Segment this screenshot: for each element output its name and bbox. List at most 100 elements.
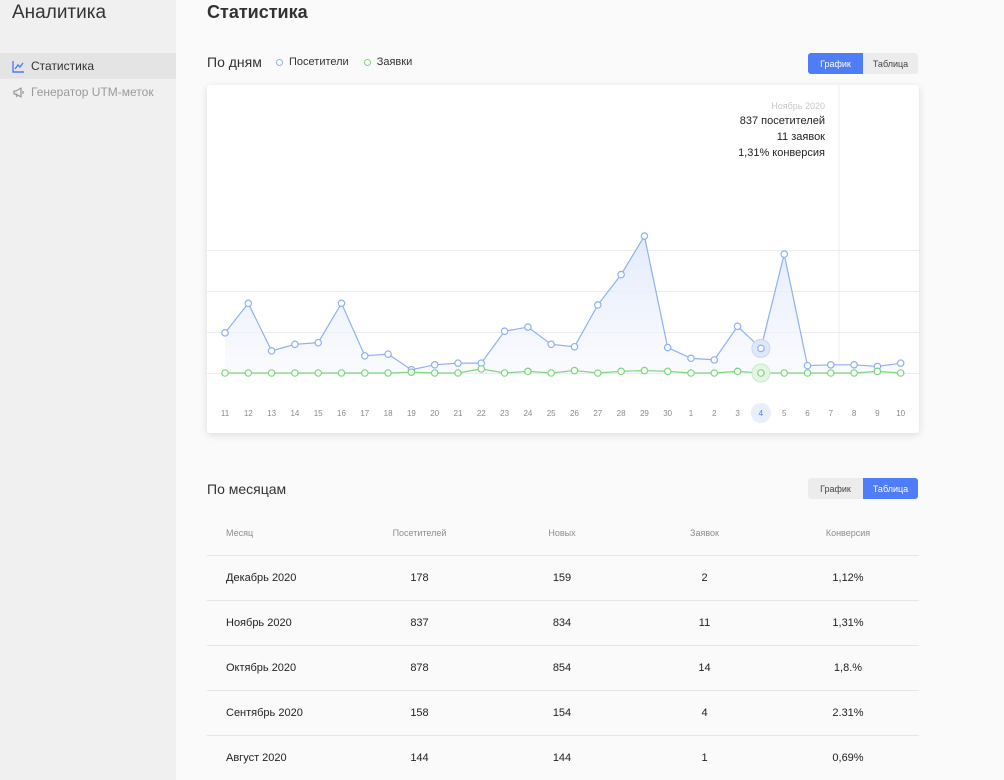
leads-point [826, 369, 835, 377]
x-tick-label: 8 [852, 409, 857, 418]
cell-leads: 4 [701, 707, 708, 719]
legend-label: Посетители [289, 56, 349, 68]
x-tick-label: 29 [640, 409, 649, 418]
x-tick-label: 3 [735, 409, 740, 418]
cell-visitors: 178 [410, 572, 429, 584]
visitors-point [221, 329, 229, 337]
column-header-leads[interactable]: Заявок [690, 528, 719, 538]
column-header-conversion[interactable]: Конверсия [825, 528, 871, 538]
column-header-month[interactable]: Месяц [226, 528, 254, 538]
visitors-point [314, 338, 323, 347]
daily-chart-card: 11 12 13 14 15 16 17 18 19 20 21 22 23 24 25 26 27 28 29 30… [207, 85, 919, 433]
x-tick-label: 4 [759, 409, 764, 418]
daily-view-toggle: График Таблица [808, 53, 918, 74]
x-tick-label: 12 [244, 409, 253, 418]
leads-point [850, 369, 858, 377]
monthly-table-button[interactable]: Таблица [863, 478, 918, 499]
leads-point [710, 369, 719, 377]
daily-chart-button[interactable]: График [808, 53, 863, 74]
monthly-chart-button[interactable]: График [820, 483, 851, 494]
leads-point [593, 369, 602, 377]
legend-marker-leads [363, 58, 371, 66]
cell-leads: 2 [701, 572, 708, 584]
table-row[interactable]: Декабрь 2020 178 159 2 1,12% [207, 556, 919, 601]
table-row[interactable]: Октябрь 2020 878 854 14 1,8.% [207, 646, 919, 691]
legend-marker-visitors [276, 58, 283, 66]
cell-visitors: 158 [410, 707, 429, 719]
visitors-point [757, 344, 765, 353]
cell-conversion: 1,31% [832, 617, 864, 629]
visitors-point [803, 361, 812, 370]
sidebar-item-statistics[interactable]: Статистика [0, 53, 176, 79]
leads-point [757, 369, 765, 377]
visitors-point [733, 322, 742, 331]
visitors-point [361, 351, 369, 360]
leads-point [687, 369, 695, 377]
x-tick-label: 18 [384, 409, 393, 418]
visitors-point [384, 350, 392, 358]
leads-line [225, 368, 901, 374]
visitors-point [570, 342, 579, 351]
leads-point [361, 369, 369, 377]
x-tick-label: 2 [712, 409, 717, 418]
table-row[interactable]: Сентябрь 2020 158 154 4 2.31% [207, 691, 919, 736]
leads-point [244, 369, 253, 377]
x-tick-highlight [750, 403, 771, 423]
cell-leads: 14 [698, 662, 711, 674]
sidebar: Аналитика Статистика Генератор UTM-меток [0, 0, 176, 780]
x-tick-label: 9 [875, 409, 880, 418]
visitors-point [430, 360, 439, 369]
leads-point [547, 369, 556, 377]
x-tick-label: 30 [663, 409, 672, 418]
column-header-visitors[interactable]: Посетителей [392, 528, 447, 538]
leads-point [500, 369, 509, 377]
chart-tooltip: Ноябрь 2020 837 посетителей 11 заявок 1,… [738, 99, 825, 161]
cell-month: Декабрь 2020 [226, 572, 297, 584]
sidebar-item-utm-generator[interactable]: Генератор UTM-меток [0, 79, 176, 105]
leads-point [524, 367, 532, 376]
daily-table-button[interactable]: Таблица [872, 58, 909, 69]
daily-line-chart[interactable]: 11 12 13 14 15 16 17 18 19 20 21 22 23 24 25 26 27 28 29 30… [207, 85, 919, 433]
leads-point [477, 365, 486, 373]
cell-new: 834 [552, 617, 572, 629]
x-tick-label: 24 [523, 409, 532, 418]
megaphone-icon [12, 86, 25, 99]
monthly-view-toggle: График Таблица [808, 478, 918, 499]
legend-item-leads[interactable]: Заявки [363, 56, 412, 68]
tooltip-conversion: 1,31% конверсия [738, 147, 825, 159]
cell-conversion: 1,8.% [833, 662, 863, 674]
cell-conversion: 0,69% [832, 752, 864, 764]
leads-point [780, 369, 789, 377]
table-row[interactable]: Ноябрь 2020 837 834 11 1,31% [207, 601, 919, 646]
main-content: Статистика По дням Посетители Заявки Гра… [176, 0, 1004, 780]
visitors-point [547, 340, 556, 349]
leads-point [873, 367, 882, 376]
cell-leads: 11 [698, 617, 711, 629]
x-tick-label: 17 [360, 409, 369, 418]
x-tick-label: 6 [805, 409, 810, 418]
legend-item-visitors[interactable]: Посетители [276, 56, 349, 68]
leads-point [617, 367, 625, 376]
cell-leads: 1 [701, 752, 708, 764]
x-tick-label: 25 [547, 409, 556, 418]
leads-point [291, 369, 299, 377]
daily-section-title: По дням [207, 54, 262, 70]
sidebar-item-label: Статистика [31, 59, 95, 73]
leads-point [337, 369, 346, 377]
sidebar-nav: Статистика Генератор UTM-меток [0, 53, 176, 105]
x-tick-label: 5 [782, 409, 787, 418]
x-tick-label: 10 [896, 409, 905, 418]
table-row[interactable]: Август 2020 144 144 1 0,69% [207, 736, 919, 780]
cell-visitors: 837 [410, 617, 429, 629]
x-tick-label: 1 [689, 409, 694, 418]
cell-month: Ноябрь 2020 [226, 617, 292, 629]
cell-visitors: 878 [410, 662, 429, 674]
column-header-new[interactable]: Новых [548, 528, 576, 538]
x-tick-label: 7 [829, 409, 834, 418]
cell-month: Сентябрь 2020 [226, 707, 303, 719]
visitors-point [780, 250, 789, 258]
x-tick-label: 14 [290, 409, 299, 418]
sidebar-item-label: Генератор UTM-меток [31, 85, 154, 99]
leads-point [570, 366, 579, 375]
x-tick-label: 22 [477, 409, 486, 418]
